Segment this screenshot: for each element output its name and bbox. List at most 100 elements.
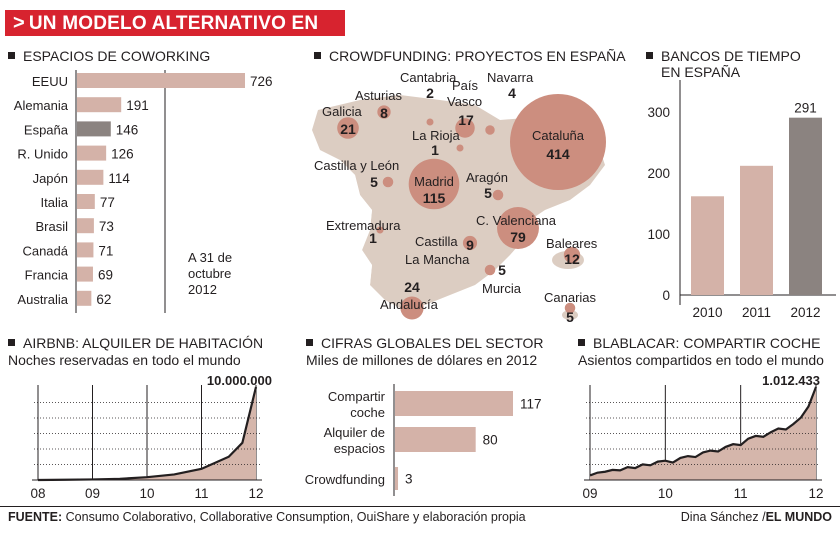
- year-tick-label: 10: [658, 486, 673, 501]
- cifras-category-label: coche: [350, 405, 385, 420]
- region-name-label: Cataluña: [532, 128, 585, 143]
- region-bubble: [408, 158, 460, 210]
- region-value-label: 17: [458, 112, 474, 128]
- airbnb-chart: 08 09 10 11 12 10.000.000: [30, 373, 272, 501]
- bancos-bar: [691, 196, 724, 295]
- region-bubble: [455, 118, 475, 138]
- region-name-label: La Rioja: [412, 128, 460, 143]
- region-value-label: 79: [510, 229, 526, 245]
- region-value-label: 5: [484, 185, 492, 201]
- region-bubble: [492, 189, 504, 201]
- bancos-category-label: 2012: [790, 305, 820, 320]
- year-tick-label: 08: [30, 486, 45, 501]
- blablacar-subtitle: Asientos compartidos en todo el mundo: [578, 352, 824, 368]
- portugal-gap-shape: [338, 160, 372, 285]
- coworking-value-label: 126: [111, 147, 134, 162]
- region-bubble: [377, 105, 391, 119]
- coworking-value-label: 77: [100, 195, 115, 210]
- region-value-label: 21: [340, 121, 356, 137]
- coworking-value-label: 146: [116, 122, 139, 137]
- blablacar-title: BLABLACAR: COMPARTIR COCHE: [578, 335, 820, 351]
- coworking-bar: [77, 218, 94, 234]
- bullet-square-icon: [306, 338, 313, 346]
- region-name-label: Canarias: [544, 290, 597, 305]
- region-bubble: [564, 302, 576, 314]
- coworking-category-label: Francia: [25, 268, 69, 283]
- region-value-label: 414: [546, 146, 570, 162]
- airbnb-title: AIRBNB: ALQUILER DE HABITACIÓN: [8, 335, 263, 351]
- region-name-label: Madrid: [414, 174, 454, 189]
- region-bubble: [484, 264, 496, 276]
- region-name-label: Asturias: [355, 88, 402, 103]
- region-name-label: Baleares: [546, 236, 598, 251]
- coworking-category-label: Italia: [41, 195, 69, 210]
- cifras-value-label: 117: [520, 397, 542, 412]
- year-tick-label: 09: [85, 486, 100, 501]
- region-name-label: Vasco: [447, 94, 482, 109]
- footer-divider: [0, 506, 840, 507]
- year-tick-label: 11: [734, 486, 748, 501]
- region-value-label: 2: [426, 85, 434, 101]
- region-bubble: [462, 235, 478, 251]
- cifras-category-label: Compartir: [328, 389, 386, 404]
- region-bubble: [376, 226, 384, 234]
- cifras-subtitle: Miles de millones de dólares en 2012: [306, 352, 538, 368]
- bancos-ytick-label: 200: [647, 166, 670, 181]
- bancos-ytick-label: 100: [647, 227, 670, 242]
- year-tick-label: 12: [808, 486, 823, 501]
- bancos-bar: [740, 165, 773, 295]
- region-name-label: Aragón: [466, 170, 508, 185]
- region-name-label: Andalucía: [380, 297, 439, 312]
- bullet-square-icon: [314, 51, 321, 59]
- bancos-ytick-label: 0: [662, 288, 670, 303]
- coworking-category-label: Alemania: [14, 98, 69, 113]
- bancos-category-label: 2010: [692, 305, 722, 320]
- region-name-label: Extremadura: [326, 218, 401, 233]
- bullet-square-icon: [8, 51, 15, 59]
- region-value-label: 24: [404, 279, 420, 295]
- blablacar-chart: 09 10 11 12 1.012.433: [582, 373, 823, 501]
- coworking-value-label: 191: [126, 98, 149, 113]
- cifras-category-label: espacios: [334, 441, 386, 456]
- canarias-island-shape: [562, 310, 578, 320]
- region-name-label: Murcia: [482, 281, 522, 296]
- coworking-value-label: 62: [96, 292, 111, 307]
- year-tick-label: 09: [582, 486, 597, 501]
- region-value-label: 1: [431, 142, 439, 158]
- coworking-bar: [77, 97, 122, 113]
- series-line: [589, 386, 818, 477]
- year-tick-label: 12: [248, 486, 263, 501]
- region-value-label: 4: [508, 85, 516, 101]
- coworking-note: A 31 de octubre 2012: [188, 250, 233, 297]
- region-name-label: Navarra: [487, 70, 534, 85]
- region-value-label: 8: [380, 105, 388, 121]
- coworking-value-label: 73: [99, 219, 114, 234]
- bancos-category-label: 2011: [742, 305, 771, 320]
- coworking-bar: [77, 145, 107, 161]
- cifras-bar: [395, 467, 399, 490]
- coworking-category-label: Brasil: [35, 219, 68, 234]
- banner-title: UN MODELO ALTERNATIVO EN ALZA: [13, 13, 319, 60]
- year-tick-label: 10: [139, 486, 154, 501]
- area-fill: [38, 387, 256, 480]
- region-bubble: [563, 246, 581, 264]
- region-name-label: Castilla: [415, 234, 458, 249]
- region-name-label: Castilla y León: [314, 158, 399, 173]
- bancos-bar: [789, 117, 822, 295]
- cifras-value-label: 3: [405, 472, 413, 487]
- region-bubble: [485, 125, 495, 135]
- coworking-bar: [77, 290, 92, 306]
- coworking-value-label: 114: [108, 171, 130, 186]
- region-name-label: Cantabria: [400, 70, 457, 85]
- region-value-label: 12: [564, 251, 580, 267]
- coworking-chart: EEUU 726 Alemania 191 España 146 R. Unido 126 Ja…: [14, 70, 273, 313]
- cifras-bar: [395, 427, 476, 452]
- region-name-label: País: [452, 78, 479, 93]
- area-fill: [590, 387, 816, 480]
- coworking-title: ESPACIOS DE COWORKING: [8, 48, 210, 64]
- coworking-bar: [77, 242, 94, 258]
- coworking-bar: [77, 266, 93, 282]
- coworking-value-label: 71: [98, 243, 113, 258]
